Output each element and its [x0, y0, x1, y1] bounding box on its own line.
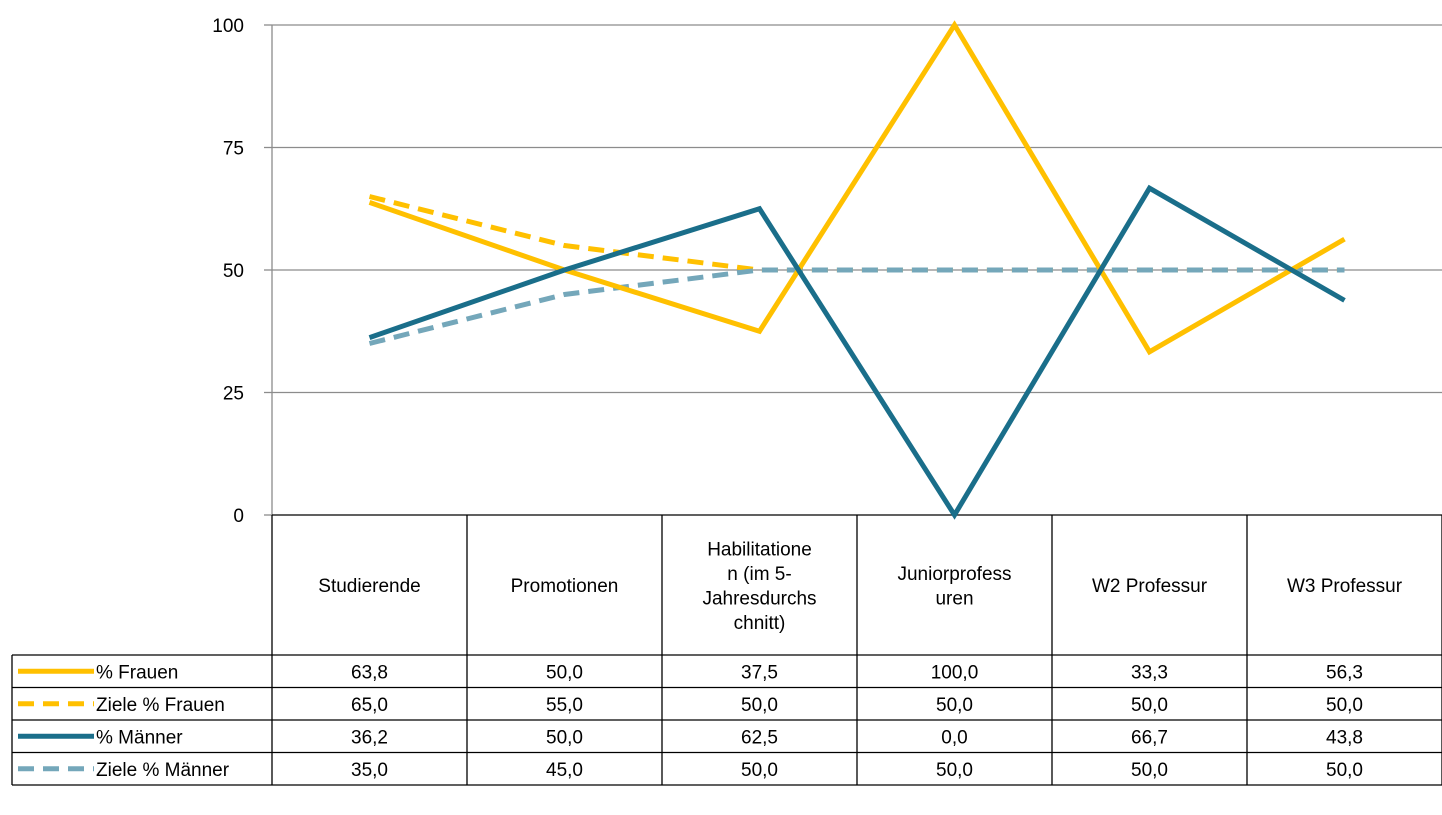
- category-label: Promotionen: [511, 576, 619, 597]
- data-table-value: 100,0: [931, 662, 979, 683]
- category-label: Juniorprofess: [897, 564, 1011, 585]
- data-table-value: 0,0: [941, 727, 967, 748]
- data-table-value: 62,5: [741, 727, 778, 748]
- series-line: [368, 194, 1345, 273]
- legend-label: Ziele % Männer: [96, 760, 230, 781]
- data-table-value: 50,0: [936, 760, 973, 781]
- data-table-value: 50,0: [546, 662, 583, 683]
- y-tick-label: 100: [212, 16, 244, 37]
- data-table-value: 50,0: [741, 760, 778, 781]
- y-tick-label: 75: [223, 139, 244, 160]
- category-label: W3 Professur: [1287, 576, 1403, 597]
- category-label: uren: [935, 588, 973, 609]
- data-table-value: 43,8: [1326, 727, 1363, 748]
- category-label: Habilitatione: [707, 539, 812, 560]
- data-table-value: 33,3: [1131, 662, 1168, 683]
- series-line: [368, 20, 1346, 356]
- category-label: Studierende: [318, 576, 420, 597]
- series-line: [368, 267, 1345, 346]
- data-table-value: 50,0: [546, 727, 583, 748]
- data-table-value: 55,0: [546, 695, 583, 716]
- legend-label: Ziele % Frauen: [96, 695, 225, 716]
- data-table-value: 63,8: [351, 662, 388, 683]
- data-table-value: 50,0: [1131, 760, 1168, 781]
- data-table-value: 65,0: [351, 695, 388, 716]
- data-table-value: 50,0: [1326, 695, 1363, 716]
- category-label: chnitt): [734, 613, 786, 634]
- data-table-value: 66,7: [1131, 727, 1168, 748]
- data-table-value: 37,5: [741, 662, 778, 683]
- category-label: W2 Professur: [1092, 576, 1208, 597]
- category-label: n (im 5-: [727, 564, 791, 585]
- data-table-value: 45,0: [546, 760, 583, 781]
- data-table-value: 50,0: [1131, 695, 1168, 716]
- data-table-value: 36,2: [351, 727, 388, 748]
- series-line: [368, 184, 1346, 520]
- y-tick-label: 25: [223, 384, 244, 405]
- data-table-value: 56,3: [1326, 662, 1363, 683]
- data-table-value: 50,0: [1326, 760, 1363, 781]
- legend-label: % Männer: [96, 727, 183, 748]
- y-tick-label: 50: [223, 261, 244, 282]
- category-label: Jahresdurchs: [702, 588, 816, 609]
- data-table-value: 50,0: [936, 695, 973, 716]
- legend-label: % Frauen: [96, 662, 178, 683]
- data-table-value: 35,0: [351, 760, 388, 781]
- data-table-value: 50,0: [741, 695, 778, 716]
- y-tick-label: 0: [233, 506, 244, 527]
